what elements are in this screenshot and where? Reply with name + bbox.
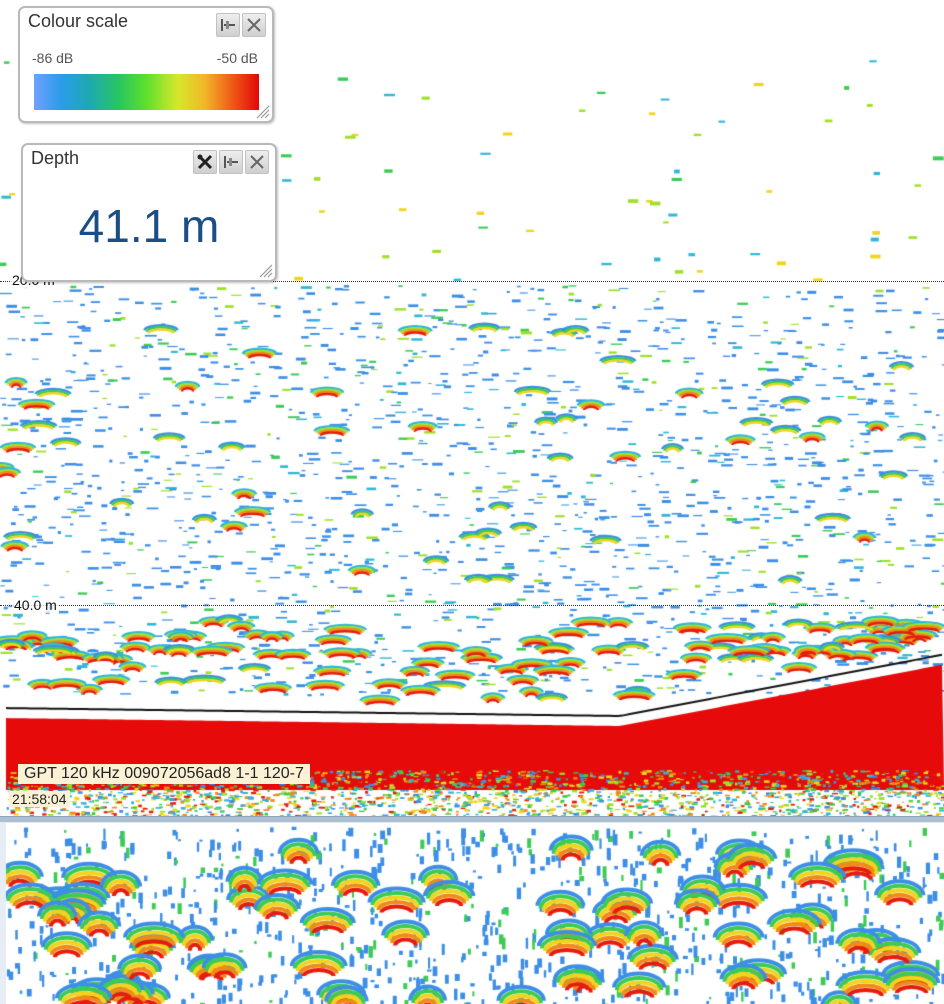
colour-scale-panel[interactable]: Colour scale -86 dB -50 dB [18,6,274,123]
colour-gradient-bar [34,74,259,110]
wrench-icon[interactable] [193,150,217,174]
colour-scale-buttons [216,13,266,37]
depth-panel[interactable]: Depth 41.1 m [21,143,277,282]
depth-label-40m: 40.0 m [12,597,59,613]
depth-title: Depth [31,148,80,168]
resize-grip-icon[interactable] [257,262,273,278]
colour-scale-title: Colour scale [28,11,129,31]
close-icon[interactable] [245,150,269,174]
depth-gridline-40m [0,605,944,606]
pin-icon[interactable] [216,13,240,37]
scale-min-label: -86 dB [32,50,74,66]
channel-label: GPT 120 kHz 009072056ad8 1-1 120-7 [18,764,310,784]
pane-splitter[interactable] [0,816,944,823]
resize-grip-icon[interactable] [254,103,270,119]
depth-gridline-20m [0,281,944,282]
close-icon[interactable] [242,13,266,37]
depth-readout: 41.1 m [78,200,220,252]
scale-max-label: -50 dB [216,50,258,66]
pin-icon[interactable] [219,150,243,174]
depth-buttons [193,150,269,174]
time-label: 21:58:04 [9,791,70,807]
